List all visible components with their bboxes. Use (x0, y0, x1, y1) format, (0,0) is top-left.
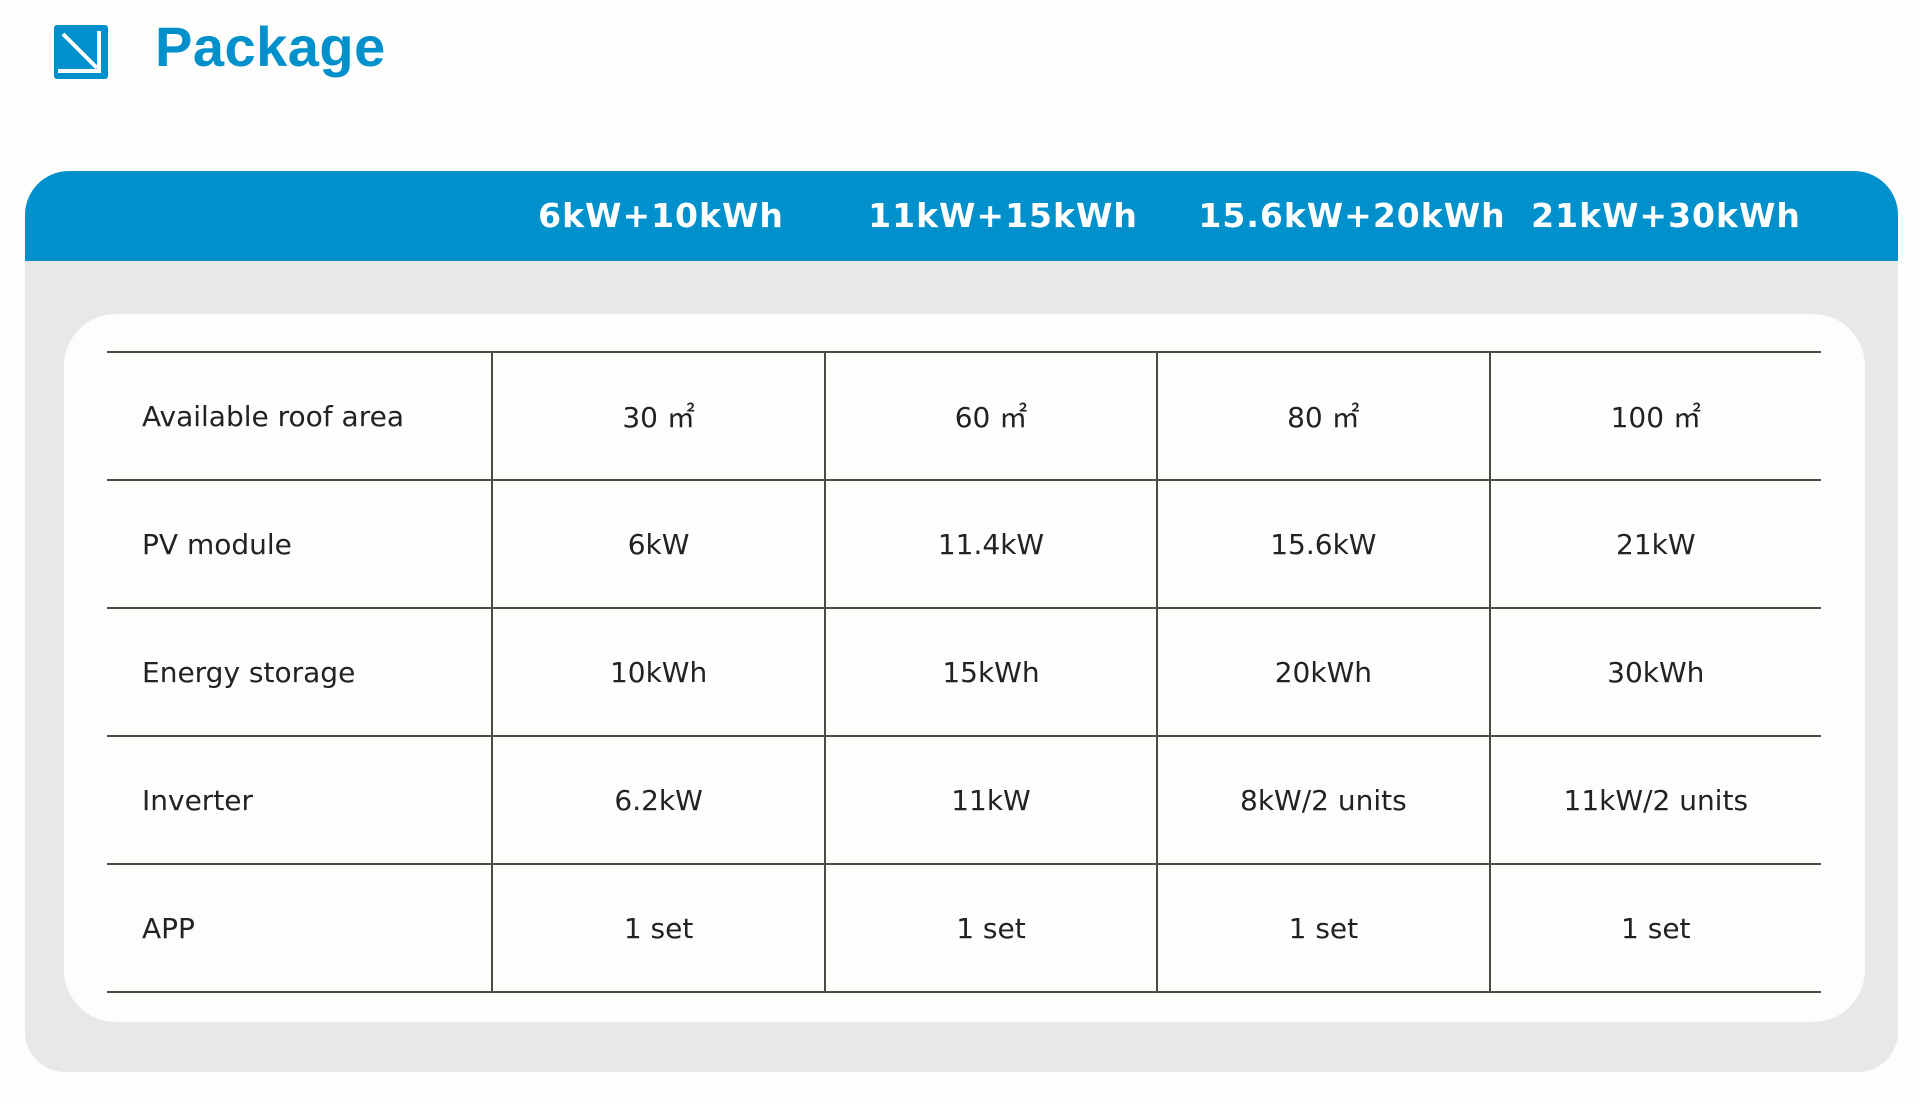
column-header: 6kW+10kWh (538, 196, 784, 235)
table-cell: 15.6kW (1156, 479, 1490, 609)
row-label: APP (107, 863, 493, 993)
row-label: Available roof area (107, 351, 493, 481)
column-header: 21kW+30kWh (1531, 196, 1801, 235)
table-cell: 80 ㎡ (1156, 351, 1490, 481)
table-cell: 11kW (823, 735, 1158, 865)
table-panel: Available roof area 30 ㎡ 60 ㎡ 80 ㎡ 100 ㎡ PV m… (64, 314, 1865, 1022)
table-cell: 10kWh (491, 607, 825, 737)
table-cell: 1 set (491, 863, 825, 993)
table-cell: 30kWh (1488, 607, 1821, 737)
arrow-down-right-box-icon (54, 25, 108, 79)
table-cell: 1 set (1156, 863, 1490, 993)
table-row: PV module 6kW 11.4kW 15.6kW 21kW (107, 479, 1821, 609)
table-cell: 20kWh (1156, 607, 1490, 737)
table-cell: 30 ㎡ (491, 351, 825, 481)
row-label: PV module (107, 479, 493, 609)
table-row: Available roof area 30 ㎡ 60 ㎡ 80 ㎡ 100 ㎡ (107, 351, 1821, 481)
table-cell: 21kW (1488, 479, 1821, 609)
package-table: Available roof area 30 ㎡ 60 ㎡ 80 ㎡ 100 ㎡ PV m… (107, 351, 1821, 993)
table-cell: 11.4kW (823, 479, 1158, 609)
table-cell: 1 set (1488, 863, 1821, 993)
table-cell: 15kWh (823, 607, 1158, 737)
column-header: 15.6kW+20kWh (1198, 196, 1506, 235)
table-cell: 6.2kW (491, 735, 825, 865)
table-row: APP 1 set 1 set 1 set 1 set (107, 863, 1821, 993)
table-cell: 8kW/2 units (1156, 735, 1490, 865)
table-row: Inverter 6.2kW 11kW 8kW/2 units 11kW/2 units (107, 735, 1821, 865)
page-title: Package (155, 15, 386, 78)
table-cell: 100 ㎡ (1488, 351, 1821, 481)
row-label: Energy storage (107, 607, 493, 737)
table-cell: 1 set (823, 863, 1158, 993)
row-label: Inverter (107, 735, 493, 865)
table-cell: 6kW (491, 479, 825, 609)
package-header-bar: 6kW+10kWh 11kW+15kWh 15.6kW+20kWh 21kW+3… (25, 171, 1898, 261)
table-row: Energy storage 10kWh 15kWh 20kWh 30kWh (107, 607, 1821, 737)
table-cell: 11kW/2 units (1488, 735, 1821, 865)
table-cell: 60 ㎡ (823, 351, 1158, 481)
column-header: 11kW+15kWh (868, 196, 1138, 235)
package-card: 6kW+10kWh 11kW+15kWh 15.6kW+20kWh 21kW+3… (25, 171, 1898, 1072)
